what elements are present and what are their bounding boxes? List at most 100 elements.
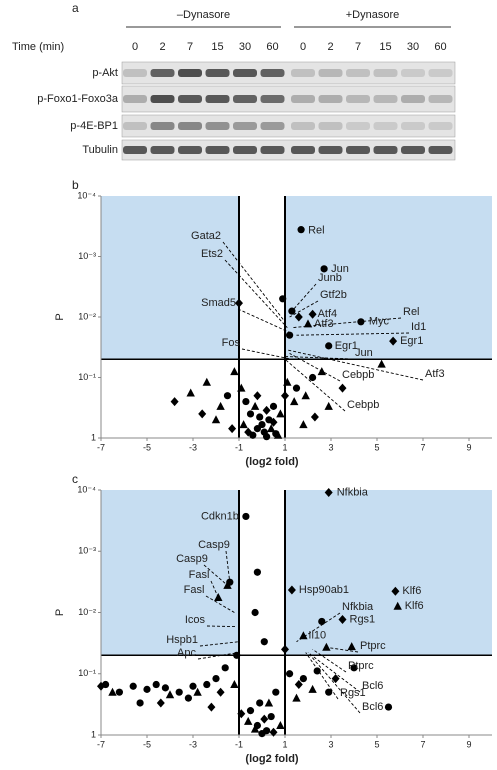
blot-band (206, 69, 230, 77)
point (298, 226, 305, 233)
point (212, 415, 220, 423)
y-tick-label: 10⁻³ (78, 251, 96, 261)
x-tick-label: 7 (420, 739, 425, 749)
blot-band (429, 69, 453, 77)
time-label: Time (min) (12, 41, 64, 53)
x-tick-label: -3 (189, 739, 197, 749)
point (217, 688, 225, 697)
blot-band (151, 146, 175, 154)
blot-band (206, 146, 230, 154)
blot-band (291, 146, 315, 154)
point (230, 680, 238, 688)
point (281, 391, 289, 400)
x-tick-label: 9 (466, 739, 471, 749)
point (130, 683, 137, 690)
row-label: Tubulin (82, 144, 118, 156)
x-tick-label: -7 (97, 442, 105, 452)
annotation-leader (238, 309, 290, 332)
x-tick-label: -7 (97, 739, 105, 749)
blot-band (319, 95, 343, 103)
point (292, 694, 300, 702)
annotation: Gata2 (191, 230, 221, 242)
annotation: Bcl6 (362, 701, 383, 713)
point (143, 686, 150, 693)
blot-band (261, 69, 285, 77)
x-tick-label: 3 (328, 739, 333, 749)
y-tick-label: 10⁻⁴ (77, 484, 96, 494)
blot-band (429, 146, 453, 154)
blot-band (233, 95, 257, 103)
annotation: Rel (403, 306, 420, 318)
blot-band (123, 146, 147, 154)
blot-band (123, 122, 147, 130)
point (239, 420, 247, 428)
point (300, 675, 307, 682)
x-tick-label: 1 (282, 442, 287, 452)
blot-band (261, 122, 285, 130)
blot-band (401, 122, 425, 130)
point (256, 699, 263, 706)
blot-band (346, 122, 370, 130)
point (256, 413, 263, 420)
blot-band (319, 146, 343, 154)
point (242, 398, 249, 405)
blot-band (291, 122, 315, 130)
point (230, 367, 238, 375)
annotation: Casp9 (176, 553, 208, 565)
point (233, 652, 240, 659)
blot-band (178, 146, 202, 154)
time-point: 60 (266, 41, 278, 53)
annotation: Ptprc (360, 640, 386, 652)
y-tick-label: 10⁻⁴ (77, 190, 96, 200)
y-tick-label: 1 (91, 432, 96, 442)
point (260, 715, 268, 724)
point (253, 391, 261, 400)
point (385, 703, 392, 710)
point (171, 397, 179, 406)
blot-band (261, 95, 285, 103)
point (279, 295, 286, 302)
point (251, 402, 259, 410)
point (302, 391, 310, 399)
blot-band (151, 69, 175, 77)
blot-band (233, 69, 257, 77)
annotation: Nfkbia (342, 601, 374, 613)
point (254, 569, 261, 576)
time-point: 60 (434, 41, 446, 53)
x-tick-label: -1 (235, 739, 243, 749)
point (286, 670, 293, 677)
blot-band (401, 69, 425, 77)
annotation: Rgs1 (340, 687, 366, 699)
annotation: Ptprc (348, 660, 374, 672)
point (203, 681, 210, 688)
figure: a Time (min) –Dynasore027153060+Dynasore… (0, 0, 497, 770)
blot-band (346, 69, 370, 77)
point (203, 378, 211, 386)
blot-band (374, 95, 398, 103)
blot-band (123, 69, 147, 77)
point (276, 721, 284, 729)
x-tick-label: 1 (282, 739, 287, 749)
blot-band (291, 69, 315, 77)
point (308, 685, 316, 693)
point (153, 681, 160, 688)
blot-band (178, 95, 202, 103)
point (162, 684, 169, 691)
annotation: Apc (177, 647, 196, 659)
annotation: Ets2 (201, 248, 223, 260)
point (166, 690, 174, 698)
x-tick-label: 7 (420, 442, 425, 452)
point (187, 388, 195, 396)
point (290, 397, 298, 405)
point (222, 664, 229, 671)
point (272, 689, 279, 696)
point (325, 342, 332, 349)
blot-band (401, 95, 425, 103)
time-point: 15 (211, 41, 223, 53)
blot-band (261, 146, 285, 154)
y-axis-label: P (54, 609, 66, 616)
x-tick-label: 9 (466, 442, 471, 452)
point (228, 424, 236, 433)
blot-band (233, 122, 257, 130)
blot-band (346, 95, 370, 103)
